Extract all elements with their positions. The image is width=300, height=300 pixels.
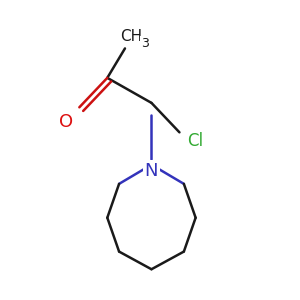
Text: CH: CH [120,29,142,44]
Text: O: O [59,113,73,131]
Text: N: N [145,162,158,180]
Text: 3: 3 [141,37,149,50]
Text: Cl: Cl [188,132,204,150]
